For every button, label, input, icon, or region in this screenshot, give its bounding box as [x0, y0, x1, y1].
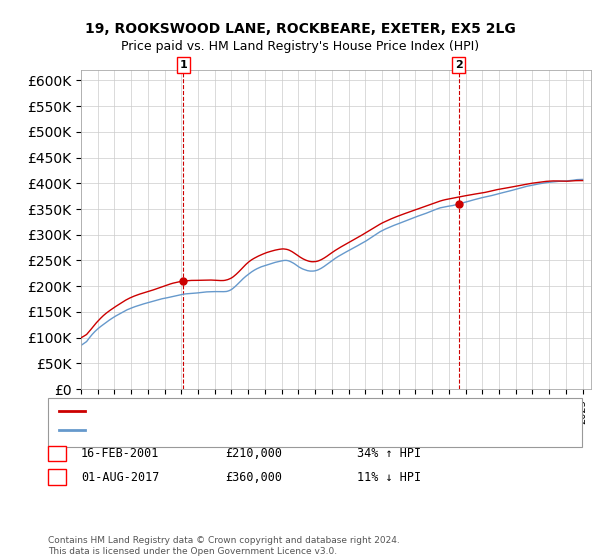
Text: 01-AUG-2017: 01-AUG-2017 [81, 470, 160, 484]
Text: 19, ROOKSWOOD LANE, ROCKBEARE, EXETER, EX5 2LG: 19, ROOKSWOOD LANE, ROCKBEARE, EXETER, E… [85, 22, 515, 36]
Text: 19, ROOKSWOOD LANE, ROCKBEARE, EXETER, EX5 2LG (detached house): 19, ROOKSWOOD LANE, ROCKBEARE, EXETER, E… [90, 406, 475, 416]
Text: 11% ↓ HPI: 11% ↓ HPI [357, 470, 421, 484]
Text: 16-FEB-2001: 16-FEB-2001 [81, 447, 160, 460]
Text: £360,000: £360,000 [225, 470, 282, 484]
Text: 1: 1 [179, 60, 187, 70]
Text: Contains HM Land Registry data © Crown copyright and database right 2024.
This d: Contains HM Land Registry data © Crown c… [48, 536, 400, 556]
Text: £210,000: £210,000 [225, 447, 282, 460]
Text: 34% ↑ HPI: 34% ↑ HPI [357, 447, 421, 460]
Text: Price paid vs. HM Land Registry's House Price Index (HPI): Price paid vs. HM Land Registry's House … [121, 40, 479, 53]
Text: 2: 2 [53, 472, 61, 482]
Text: 1: 1 [53, 449, 61, 459]
Text: HPI: Average price, detached house, East Devon: HPI: Average price, detached house, East… [90, 425, 342, 435]
Text: 2: 2 [455, 60, 463, 70]
